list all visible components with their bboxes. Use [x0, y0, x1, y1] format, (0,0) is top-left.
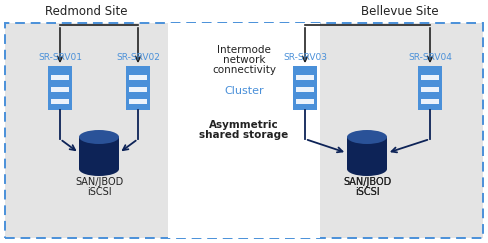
FancyBboxPatch shape — [126, 66, 150, 110]
Text: network: network — [223, 55, 265, 65]
FancyBboxPatch shape — [48, 66, 72, 110]
Text: SAN/JBOD: SAN/JBOD — [343, 177, 391, 187]
Text: iSCSI: iSCSI — [355, 187, 379, 197]
FancyBboxPatch shape — [418, 66, 442, 110]
Text: SR-SRV02: SR-SRV02 — [116, 53, 160, 62]
FancyBboxPatch shape — [293, 66, 317, 110]
Text: Bellevue Site: Bellevue Site — [361, 5, 439, 18]
FancyBboxPatch shape — [168, 23, 320, 238]
FancyBboxPatch shape — [421, 75, 439, 80]
Ellipse shape — [347, 130, 387, 144]
FancyBboxPatch shape — [296, 99, 314, 104]
Text: Asymmetric: Asymmetric — [209, 120, 279, 130]
FancyBboxPatch shape — [5, 23, 483, 238]
FancyBboxPatch shape — [347, 137, 387, 169]
FancyBboxPatch shape — [421, 99, 439, 104]
Text: SR-SRV04: SR-SRV04 — [408, 53, 452, 62]
Text: iSCSI: iSCSI — [87, 187, 111, 197]
Text: connectivity: connectivity — [212, 65, 276, 75]
Text: Intermode: Intermode — [217, 45, 271, 55]
Text: SR-SRV03: SR-SRV03 — [283, 53, 327, 62]
Text: SR-SRV01: SR-SRV01 — [38, 53, 82, 62]
FancyBboxPatch shape — [51, 75, 69, 80]
FancyBboxPatch shape — [129, 87, 147, 92]
FancyBboxPatch shape — [296, 75, 314, 80]
FancyBboxPatch shape — [51, 87, 69, 92]
Text: shared storage: shared storage — [200, 130, 288, 140]
Text: SAN/JBOD: SAN/JBOD — [75, 177, 123, 187]
Text: Redmond Site: Redmond Site — [45, 5, 127, 18]
FancyBboxPatch shape — [421, 87, 439, 92]
FancyBboxPatch shape — [79, 137, 119, 169]
Text: iSCSI: iSCSI — [355, 187, 379, 197]
Text: Cluster: Cluster — [224, 86, 264, 96]
FancyBboxPatch shape — [296, 87, 314, 92]
FancyBboxPatch shape — [129, 99, 147, 104]
FancyBboxPatch shape — [129, 75, 147, 80]
Text: SAN/JBOD: SAN/JBOD — [343, 177, 391, 187]
FancyBboxPatch shape — [51, 99, 69, 104]
Ellipse shape — [347, 162, 387, 176]
Ellipse shape — [79, 162, 119, 176]
Ellipse shape — [79, 130, 119, 144]
